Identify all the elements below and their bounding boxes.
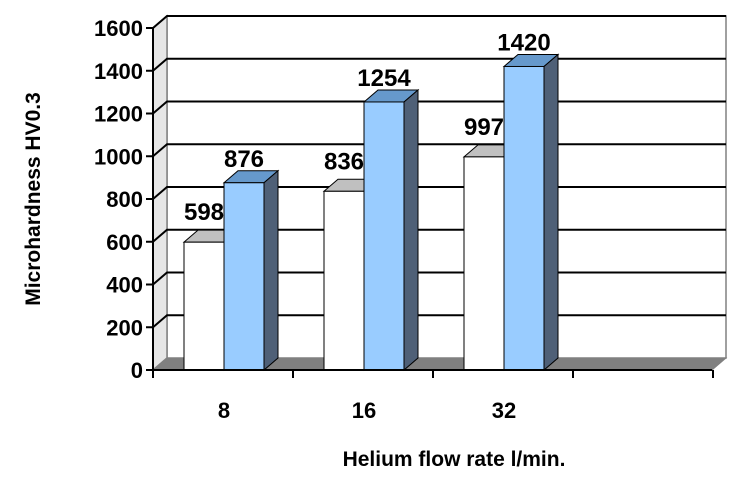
bar (323, 190, 365, 371)
data-label: 1420 (497, 29, 550, 56)
data-label: 836 (324, 148, 364, 175)
y-tick-label: 1400 (94, 59, 143, 84)
x-tick-labels: 8 16 32 (218, 398, 516, 423)
data-label: 876 (224, 146, 264, 173)
data-label: 1254 (357, 65, 411, 92)
x-tick-label: 8 (218, 398, 230, 423)
gridline (152, 15, 726, 29)
y-tick-label: 600 (106, 230, 143, 255)
bar (363, 101, 405, 371)
bar-side (403, 88, 419, 372)
y-tick-label: 800 (106, 187, 143, 212)
y-tick-label: 1000 (94, 144, 143, 169)
y-tick-label: 1200 (94, 102, 143, 127)
y-tick-label: 0 (131, 358, 143, 383)
x-tick-label: 16 (352, 398, 376, 423)
y-tick-labels: 0 200 400 600 800 1000 1200 1400 1600 (94, 16, 143, 383)
bar (503, 65, 545, 371)
data-label: 598 (184, 199, 224, 226)
y-tick-label: 400 (106, 273, 143, 298)
bar (223, 182, 265, 371)
y-axis-label: Microhardness HV0.3 (22, 92, 45, 306)
bar-side (263, 169, 279, 372)
bars (182, 53, 560, 372)
x-tick-label: 32 (492, 398, 516, 423)
y-tick-label: 200 (106, 315, 143, 340)
bar-side (543, 53, 559, 372)
x-axis-label: Helium flow rate l/min. (343, 448, 566, 471)
data-label: 997 (464, 114, 504, 141)
axes (146, 27, 714, 378)
bar (183, 241, 225, 371)
bar (463, 156, 505, 371)
y-tick-label: 1600 (94, 16, 143, 41)
